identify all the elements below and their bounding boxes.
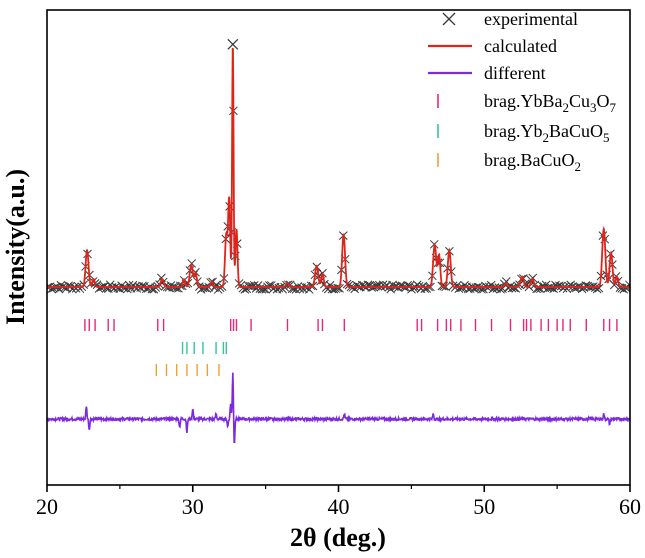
experimental-point <box>227 38 239 50</box>
experimental-point <box>238 283 248 293</box>
experimental-point <box>594 283 604 293</box>
x-tick-label: 40 <box>328 494 350 519</box>
bragg-brag-ybba2cu3o7 <box>84 319 618 331</box>
experimental-point <box>246 281 255 291</box>
x-axis: 20 30 40 50 60 <box>36 485 641 519</box>
experimental-point <box>187 259 197 268</box>
bragg-brag-bacuo2 <box>155 364 220 376</box>
experimental-point <box>528 273 538 283</box>
experimental-point <box>172 283 181 293</box>
legend-marker-0 <box>442 12 456 26</box>
experimental-point <box>138 281 147 291</box>
difference-line <box>47 372 630 444</box>
experimental-point <box>335 283 344 293</box>
x-tick-label: 50 <box>473 494 495 519</box>
experimental-point <box>331 284 341 293</box>
bragg-brag-yb2bacuo5 <box>181 342 227 354</box>
legend: experimental calculated different brag.YbBa… <box>428 9 617 174</box>
legend-label-2: different <box>484 63 546 83</box>
experimental-point <box>501 277 511 286</box>
x-tick-label: 30 <box>182 494 204 519</box>
experimental-point <box>242 284 252 294</box>
calculated-line <box>47 47 630 288</box>
legend-label-4: brag.Yb2BaCuO5 <box>484 121 609 145</box>
legend-label-1: calculated <box>484 36 557 56</box>
y-axis-title: Intensity(a.u.) <box>1 169 30 325</box>
legend-label-5: brag.BaCuO2 <box>484 150 581 174</box>
legend-label-3: brag.YbBa2Cu3O7 <box>484 91 617 115</box>
x-tick-label: 60 <box>619 494 641 519</box>
x-tick-label: 20 <box>36 494 58 519</box>
legend-label-0: experimental <box>484 9 578 29</box>
x-axis-title: 2θ (deg.) <box>290 523 386 552</box>
